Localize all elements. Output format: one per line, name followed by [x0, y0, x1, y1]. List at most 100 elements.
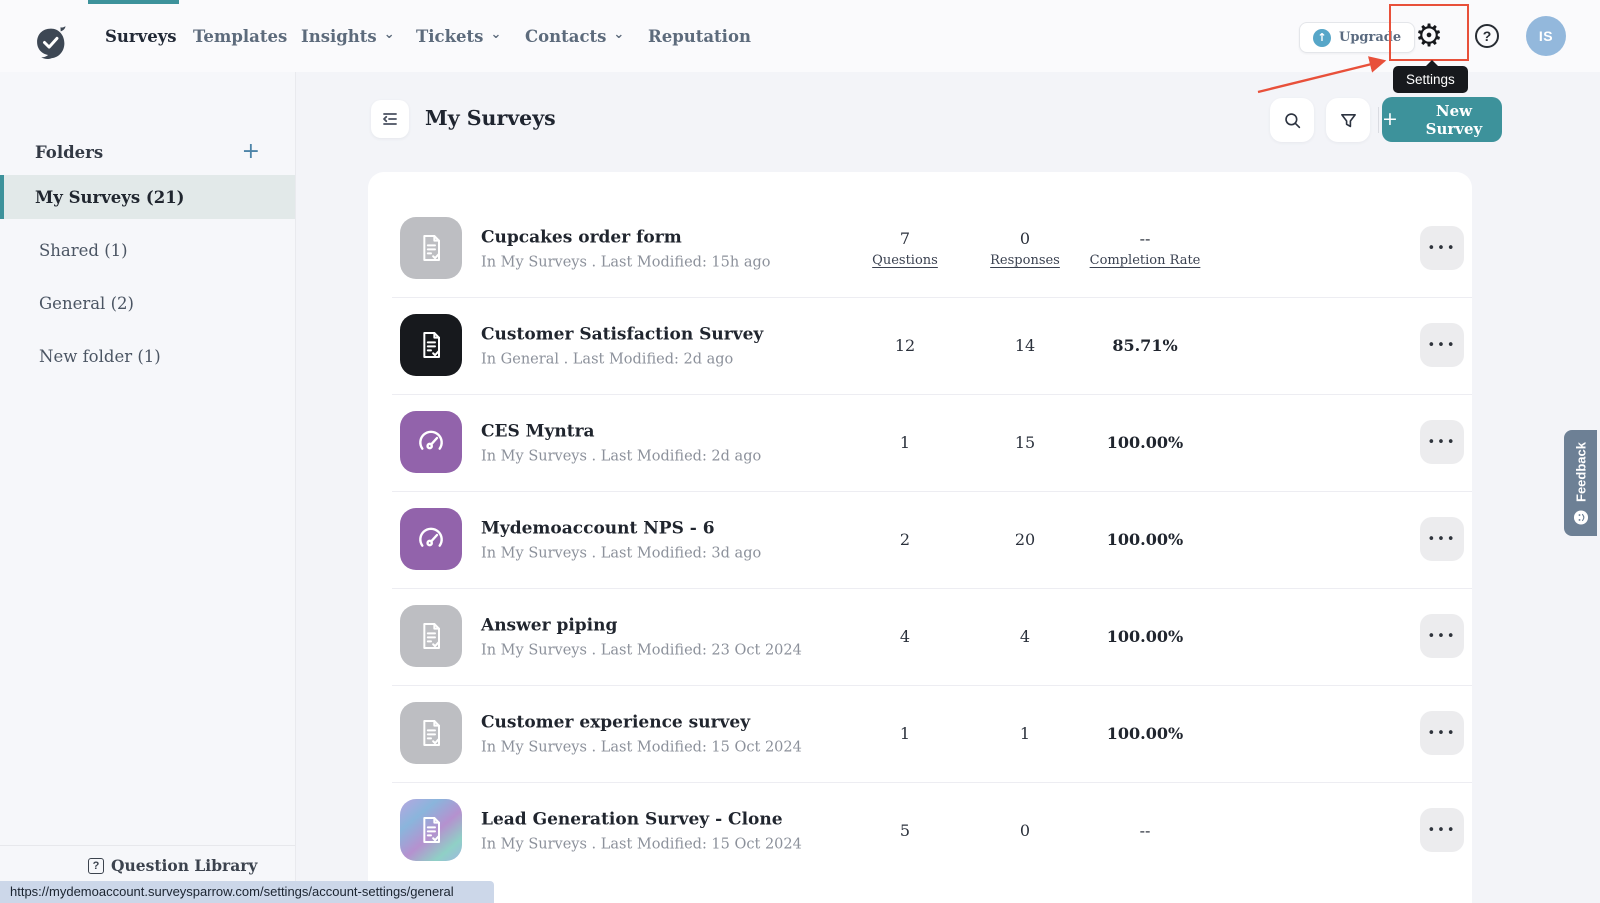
responses-count: 15: [1014, 433, 1036, 452]
upgrade-arrow-icon: ↑: [1313, 28, 1331, 47]
nav-item-contacts[interactable]: Contacts ⌄: [525, 0, 624, 72]
nav-label: Templates: [193, 26, 288, 46]
survey-meta: In My Surveys . Last Modified: 15 Oct 20…: [481, 836, 802, 852]
survey-title[interactable]: Mydemoaccount NPS - 6: [481, 518, 715, 538]
completion-rate: 100.00%: [1106, 627, 1184, 646]
filter-button[interactable]: [1326, 98, 1370, 142]
document-icon: [400, 217, 462, 279]
nav-label: Reputation: [648, 26, 751, 46]
gauge-icon: [400, 411, 462, 473]
responses-count: 0: [1019, 821, 1031, 840]
status-bar-url: https://mydemoaccount.surveysparrow.com/…: [0, 881, 494, 903]
question-library-button[interactable]: ? Question Library: [0, 845, 295, 875]
document-icon: [400, 702, 462, 764]
nav-item-templates[interactable]: Templates: [193, 0, 287, 72]
folders-title: Folders: [35, 142, 104, 162]
sidebar-item-shared[interactable]: Shared (1): [39, 240, 128, 260]
row-actions-button[interactable]: •••: [1420, 323, 1464, 367]
completion-rate: 100.00%: [1106, 433, 1184, 452]
feedback-tab[interactable]: Feedback: [1564, 430, 1597, 536]
row-actions-button[interactable]: •••: [1420, 711, 1464, 755]
survey-title[interactable]: Answer piping: [481, 615, 618, 635]
settings-gear-icon[interactable]: ⚙: [1415, 18, 1443, 54]
chevron-down-icon: ⌄: [490, 26, 502, 42]
sidebar-item-general[interactable]: General (2): [39, 293, 134, 313]
survey-row[interactable]: Answer piping In My Surveys . Last Modif…: [368, 588, 1472, 685]
responses-count: 20: [1014, 530, 1036, 549]
folders-header: Folders +: [35, 138, 260, 166]
row-actions-button[interactable]: •••: [1420, 614, 1464, 658]
questions-count: 5: [899, 821, 911, 840]
row-actions-button[interactable]: •••: [1420, 226, 1464, 270]
surveysparrow-logo-icon[interactable]: [32, 24, 69, 61]
questions-column-label[interactable]: Questions: [872, 253, 938, 268]
survey-row[interactable]: CES Myntra In My Surveys . Last Modified…: [368, 394, 1472, 491]
questions-count: 7: [899, 229, 911, 248]
completion-rate: 100.00%: [1106, 530, 1184, 549]
survey-meta: In My Surveys . Last Modified: 15 Oct 20…: [481, 739, 802, 755]
row-actions-button[interactable]: •••: [1420, 517, 1464, 561]
responses-count: 14: [1014, 336, 1036, 355]
top-navigation-bar: Surveys Templates Insights ⌄ Tickets ⌄ C…: [0, 0, 1600, 94]
questions-count: 4: [899, 627, 911, 646]
document-icon: [400, 605, 462, 667]
survey-title[interactable]: Customer Satisfaction Survey: [481, 324, 764, 344]
nav-item-insights[interactable]: Insights ⌄: [301, 0, 395, 72]
survey-row[interactable]: Mydemoaccount NPS - 6 In My Surveys . La…: [368, 491, 1472, 588]
responses-count: 4: [1019, 627, 1031, 646]
nav-item-tickets[interactable]: Tickets ⌄: [416, 0, 501, 72]
survey-title[interactable]: Cupcakes order form: [481, 227, 682, 247]
filter-icon: [1340, 113, 1356, 127]
row-actions-button[interactable]: •••: [1420, 420, 1464, 464]
survey-row[interactable]: Cupcakes order form In My Surveys . Last…: [368, 200, 1472, 297]
collapse-sidebar-button[interactable]: [371, 100, 409, 138]
nav-label: Insights: [301, 26, 377, 46]
completion-rate: --: [1139, 821, 1151, 840]
survey-meta: In My Surveys . Last Modified: 2d ago: [481, 448, 762, 464]
completion-rate: 85.71%: [1112, 336, 1178, 355]
completion-rate: --: [1139, 229, 1151, 248]
nav-item-surveys[interactable]: Surveys: [105, 0, 177, 72]
document-icon: [400, 799, 462, 861]
question-library-icon: ?: [88, 857, 104, 874]
nav-label: Surveys: [105, 26, 177, 46]
survey-title[interactable]: Lead Generation Survey - Clone: [481, 809, 783, 829]
survey-row[interactable]: Lead Generation Survey - Clone In My Sur…: [368, 782, 1472, 879]
page-title: My Surveys: [425, 106, 556, 130]
responses-column-label[interactable]: Responses: [990, 253, 1060, 268]
survey-row[interactable]: Customer experience survey In My Surveys…: [368, 685, 1472, 782]
survey-meta: In My Surveys . Last Modified: 3d ago: [481, 545, 762, 561]
add-folder-button[interactable]: +: [241, 139, 260, 164]
survey-title[interactable]: CES Myntra: [481, 421, 595, 441]
questions-count: 12: [894, 336, 916, 355]
row-actions-button[interactable]: •••: [1420, 808, 1464, 852]
survey-row[interactable]: Customer Satisfaction Survey In General …: [368, 297, 1472, 394]
new-survey-label: New Survey: [1425, 101, 1483, 138]
completion-rate: 100.00%: [1106, 724, 1184, 743]
settings-tooltip: Settings: [1393, 60, 1468, 93]
questions-count: 1: [899, 433, 911, 452]
completion-column-label[interactable]: Completion Rate: [1089, 253, 1201, 268]
sidebar-item-new-folder[interactable]: New folder (1): [39, 346, 161, 366]
sidebar-item-my-surveys[interactable]: My Surveys (21): [0, 175, 295, 219]
question-library-label: Question Library: [111, 856, 258, 875]
new-survey-button[interactable]: + New Survey: [1382, 97, 1502, 142]
responses-count: 0: [1019, 229, 1031, 248]
survey-meta: In My Surveys . Last Modified: 15h ago: [481, 254, 771, 270]
annotation-arrow: [1257, 56, 1387, 94]
upgrade-button[interactable]: ↑ Upgrade: [1299, 22, 1416, 53]
chevron-down-icon: ⌄: [383, 26, 395, 42]
feedback-label: Feedback: [1573, 441, 1588, 502]
nav-label: Contacts: [525, 26, 607, 46]
search-button[interactable]: [1270, 98, 1314, 142]
nav-item-reputation[interactable]: Reputation: [648, 0, 751, 72]
search-icon: [1284, 112, 1300, 128]
survey-title[interactable]: Customer experience survey: [481, 712, 751, 732]
upgrade-label: Upgrade: [1339, 30, 1402, 45]
active-tab-indicator: [88, 0, 179, 4]
nav-label: Tickets: [416, 26, 484, 46]
user-avatar[interactable]: IS: [1526, 16, 1566, 56]
help-icon[interactable]: ?: [1475, 24, 1499, 48]
surveys-list-card: Cupcakes order form In My Surveys . Last…: [368, 172, 1472, 903]
